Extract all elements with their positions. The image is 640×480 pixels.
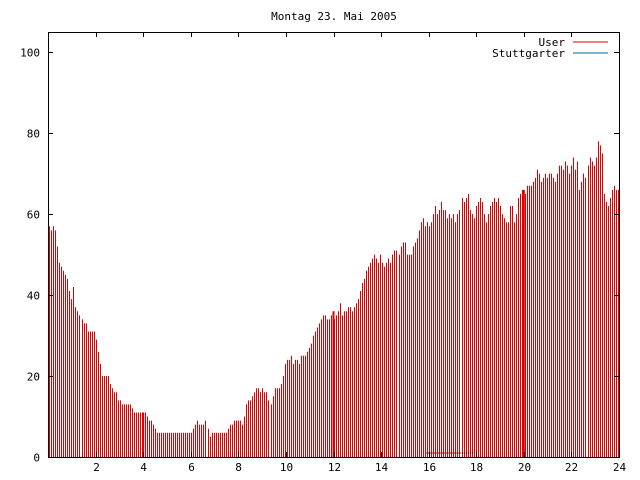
chart-title: Montag 23. Mai 2005	[271, 10, 397, 23]
x-tick-label: 18	[470, 461, 483, 474]
x-tick-label: 10	[280, 461, 293, 474]
legend-label: Stuttgarter	[492, 47, 565, 60]
y-tick-label: 100	[20, 47, 40, 60]
x-tick-label: 4	[140, 461, 147, 474]
legend-label: User	[539, 36, 566, 49]
y-tick-label: 60	[27, 209, 40, 222]
x-tick-label: 6	[188, 461, 195, 474]
x-tick-label: 20	[518, 461, 531, 474]
x-tick-label: 2	[93, 461, 100, 474]
y-axis: 0 20 40 60 80 100	[20, 47, 619, 465]
bars-layer	[49, 141, 619, 457]
x-tick-label: 14	[375, 461, 389, 474]
markers-layer	[142, 189, 525, 457]
x-tick-label: 12	[328, 461, 341, 474]
x-axis: 2 4 6 8 10 12 14 16 18 20 22 24	[93, 32, 626, 474]
x-tick-label: 16	[423, 461, 436, 474]
x-tick-label: 8	[235, 461, 242, 474]
y-tick-label: 0	[33, 452, 40, 465]
x-tick-label: 24	[613, 461, 627, 474]
y-tick-label: 20	[27, 371, 40, 384]
x-tick-label: 22	[565, 461, 578, 474]
y-tick-label: 80	[27, 128, 40, 141]
y-tick-label: 40	[27, 290, 40, 303]
